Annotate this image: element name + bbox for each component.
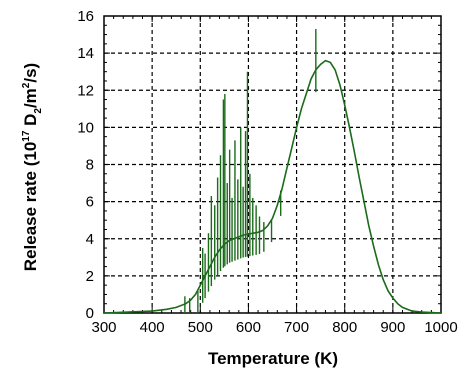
y-tick-label: 4 (86, 231, 94, 248)
y-tick-label: 12 (77, 82, 94, 99)
x-tick-label: 700 (284, 319, 309, 336)
x-tick-label: 1000 (424, 319, 457, 336)
x-tick-label: 500 (188, 319, 213, 336)
x-tick-label: 300 (91, 319, 116, 336)
x-tick-label: 800 (332, 319, 357, 336)
grid-lines (104, 16, 441, 313)
y-tick-label: 10 (77, 119, 94, 136)
data-series (103, 59, 442, 314)
x-tick-label: 900 (380, 319, 405, 336)
spike-series (184, 28, 317, 313)
y-axis-title: Release rate (1017 D2/m2/s) (21, 63, 44, 271)
y-tick-label: 8 (86, 157, 94, 174)
x-tick-labels: 300 400 500 600 700 800 900 1000 (91, 319, 457, 336)
y-tick-label: 0 (86, 305, 94, 322)
x-tick-label: 400 (140, 319, 165, 336)
y-tick-label: 2 (86, 268, 94, 285)
x-tick-label: 600 (236, 319, 261, 336)
y-tick-labels: 0 2 4 6 8 10 12 14 16 (77, 8, 94, 322)
series-line (103, 59, 442, 314)
y-tick-label: 14 (77, 45, 94, 62)
y-tick-label: 16 (77, 8, 94, 25)
x-axis-title: Temperature (K) (208, 349, 338, 368)
y-tick-label: 6 (86, 194, 94, 211)
